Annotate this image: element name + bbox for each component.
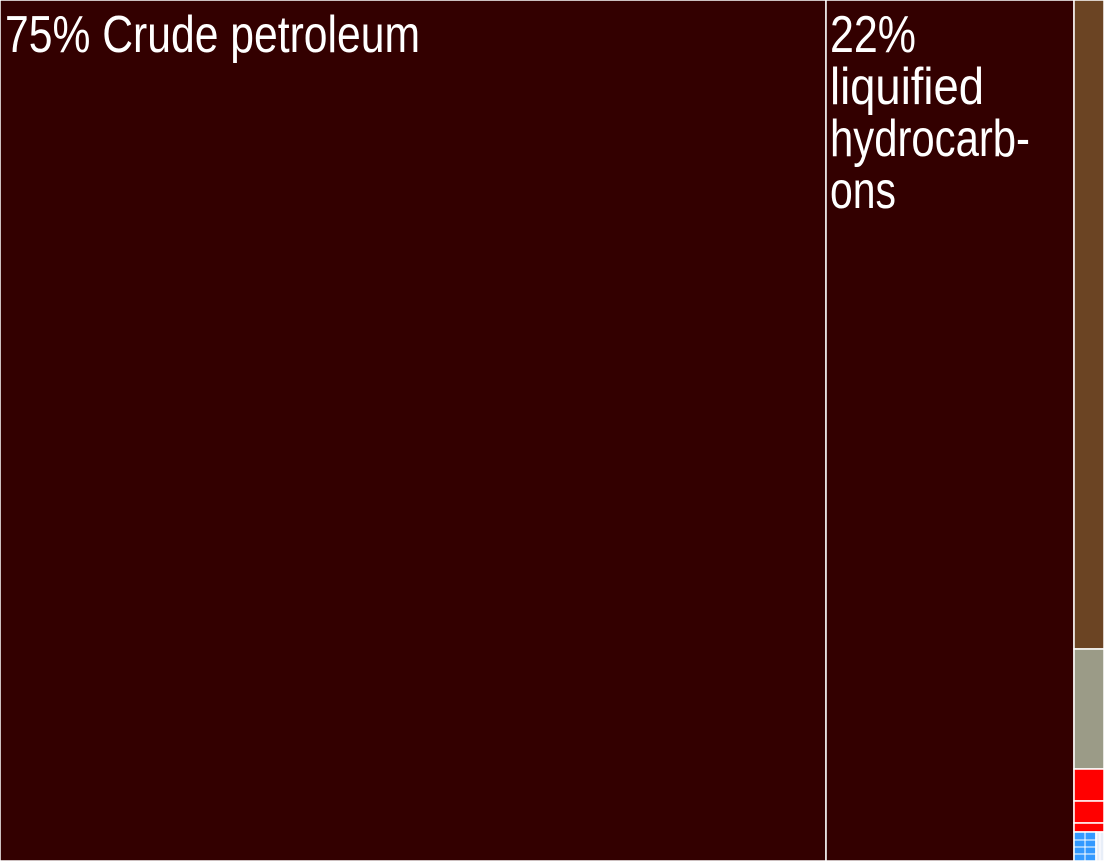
- tile-gray-sector: [1073, 648, 1104, 770]
- tile-brown-sector: [1073, 0, 1104, 650]
- tile-red-sector-1: [1073, 768, 1104, 802]
- tile-label-line: 22%: [830, 6, 916, 64]
- tile-label-line: 75% Crude petroleum: [5, 6, 420, 64]
- tile-red-sector-2: [1073, 800, 1104, 824]
- tile-label-crude-petroleum: 75% Crude petroleum: [5, 6, 420, 64]
- tile-label-liquified-hydrocarbons: 22% liquified hydrocarb-ons: [830, 6, 1030, 220]
- tile-label-line: ons: [830, 162, 896, 220]
- tile-crude-petroleum: [0, 0, 827, 861]
- tile-label-line: liquified: [830, 58, 984, 116]
- tile-label-line: hydrocarb-: [830, 110, 1030, 168]
- tile-red-sector-3: [1073, 822, 1104, 833]
- tile-liquified-hydrocarbons: [825, 0, 1075, 861]
